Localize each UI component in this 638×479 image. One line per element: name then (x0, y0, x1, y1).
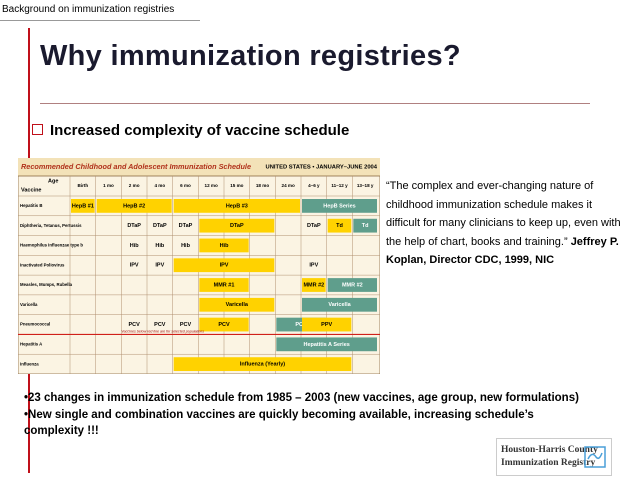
header-label: Background on immunization registries (2, 4, 175, 15)
dose-label: DTaP (179, 223, 193, 229)
age-header: Birth (77, 183, 88, 188)
dose-label: Influenza (Yearly) (240, 362, 285, 368)
quote: “The complex and ever-changing nature of… (386, 177, 626, 270)
dose-bar (327, 218, 352, 233)
dose-label: DTaP (127, 223, 141, 229)
dose-label: Hib (220, 243, 230, 249)
age-header: 6 mo (180, 183, 191, 188)
dose-label: IPV (130, 263, 139, 269)
age-header: 4 mo (154, 183, 165, 188)
dose-label: Hib (155, 243, 165, 249)
dose-label: PCV (180, 322, 192, 328)
dose-label: HepB #1 (72, 203, 94, 209)
dose-bar (173, 258, 275, 273)
dose-bar (302, 297, 377, 312)
dose-bar (199, 317, 249, 332)
age-header: 11–12 y (331, 183, 348, 188)
bullet: New single and combination vaccines are … (24, 407, 584, 440)
dose-bar (302, 199, 377, 213)
dose-bar (302, 317, 352, 332)
dose-bar (353, 218, 377, 233)
bullet: 23 changes in immunization schedule from… (24, 390, 584, 407)
vaccine-name: Pneumococcal (20, 322, 50, 327)
slide-title: Why immunization registries? (40, 40, 461, 72)
age-header: 12 mo (205, 183, 218, 188)
dose-label: PPV (321, 322, 332, 328)
logo-line: Houston-Harris County (501, 445, 598, 455)
dose-bar (302, 278, 326, 292)
dose-label: IPV (155, 263, 164, 269)
bullet-list: 23 changes in immunization schedule from… (24, 390, 584, 440)
dose-bar (173, 199, 300, 213)
dose-label: DTaP (307, 223, 321, 229)
schedule-header (18, 158, 380, 176)
dose-bar (199, 297, 275, 312)
dose-bar (276, 337, 377, 352)
dose-label: Td (336, 223, 343, 229)
age-header: 24 mo (282, 183, 295, 188)
dose-label: IPV (309, 263, 318, 269)
dose-label: DTaP (230, 223, 244, 229)
age-header: 13–18 y (357, 183, 374, 188)
quote-text: “The complex and ever-changing nature of… (386, 180, 621, 248)
dose-label: Varicella (328, 302, 351, 308)
dose-label: PCV (218, 322, 230, 328)
dose-bar (199, 238, 249, 253)
vaccine-name: Hepatitis B (20, 203, 42, 208)
age-header: 1 mo (103, 183, 114, 188)
vaccine-name: Inactivated Poliovirus (20, 262, 65, 267)
age-header: 2 mo (129, 183, 140, 188)
subtitle: Increased complexity of vaccine schedule (32, 122, 349, 139)
vaccine-label: Vaccine (21, 187, 42, 193)
age-header: 15 mo (230, 183, 243, 188)
dose-bar (199, 218, 275, 233)
quote-attribution: Jeffrey P. Koplan, Director CDC, 1999, N… (386, 235, 619, 267)
dose-bar (173, 357, 352, 371)
title-rule (40, 103, 590, 104)
dose-bar (199, 278, 249, 292)
logo-icon (584, 446, 606, 468)
vaccine-name: Measles, Mumps, Rubella (20, 282, 73, 287)
dose-label: MMR #1 (214, 282, 235, 288)
schedule-title: Recommended Childhood and Adolescent Imm… (21, 162, 251, 171)
header-rule (0, 20, 200, 21)
dose-label: HepB #3 (226, 203, 248, 209)
dose-label: Hib (181, 243, 191, 249)
dose-label: Varicella (226, 302, 249, 308)
dose-label: DTaP (153, 223, 167, 229)
dose-label: HepB Series (323, 203, 355, 209)
age-label: Age (48, 178, 58, 184)
dose-label: MMR #2 (303, 282, 324, 288)
vaccine-name: Varicella (20, 302, 38, 307)
vaccine-name: Diphtheria, Tetanus, Pertussis (20, 223, 82, 228)
dose-label: PCV (154, 322, 166, 328)
vaccine-name: Influenza (20, 361, 39, 366)
dose-label: Td (362, 223, 369, 229)
dose-bar (327, 278, 377, 292)
dose-label: IPV (220, 263, 229, 269)
schedule-region: UNITED STATES • JANUARY–JUNE 2004 (266, 165, 378, 171)
vaccine-name: Hepatitis A (20, 341, 42, 346)
age-header: 18 mo (256, 183, 269, 188)
schedule-note: Vaccines below red line are for selected… (121, 329, 204, 333)
dose-label: MMR #2 (342, 282, 363, 288)
dose-label: PCV (129, 322, 141, 328)
age-header: 4–6 y (308, 183, 320, 188)
logo-line: Immunization Registry (501, 458, 596, 468)
dose-label: PCV (295, 322, 307, 328)
dose-bar (96, 199, 172, 213)
dose-label: HepB #2 (123, 203, 145, 209)
logo: Houston-Harris County Immunization Regis… (496, 438, 612, 476)
vaccine-name: Haemophilus influenzae type b (20, 243, 83, 248)
dose-bar (71, 199, 95, 213)
schedule-table: Recommended Childhood and Adolescent Imm… (18, 158, 380, 374)
dose-label: Hepatitis A Series (303, 342, 349, 348)
dose-label: Hib (130, 243, 140, 249)
